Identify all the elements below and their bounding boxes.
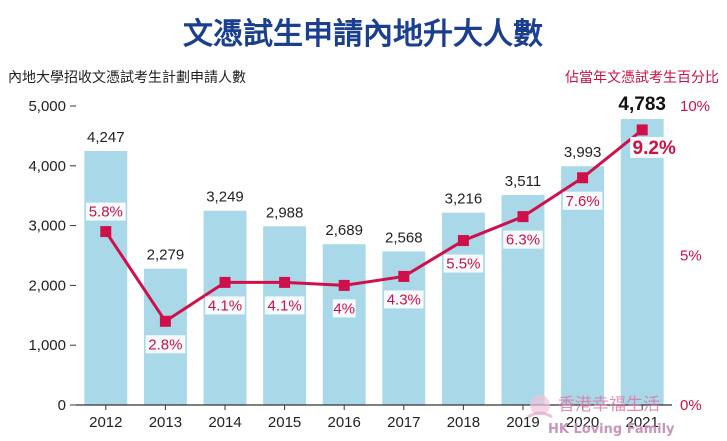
percentage-label-bg (86, 202, 126, 221)
bar-value-label: 3,216 (445, 191, 483, 208)
x-tick-label: 2015 (268, 414, 301, 431)
y-tick-label: 3,000 (28, 218, 66, 235)
x-tick-label: 2013 (149, 414, 182, 431)
percentage-marker (457, 235, 469, 247)
x-tick-label: 2017 (387, 414, 420, 431)
bar-value-label: 2,279 (147, 247, 185, 264)
percentage-label-bg (264, 296, 305, 315)
y-tick-label: 0 (58, 397, 66, 414)
watermark: 香港幸福生活 HK Loving Family (527, 395, 675, 437)
x-tick-label: 2019 (506, 414, 539, 431)
x-tick-label: 2012 (89, 414, 122, 431)
bar-value-label: 3,249 (206, 189, 244, 206)
watermark-line1: 香港幸福生活 (558, 395, 660, 415)
y2-tick-label: 10% (680, 98, 710, 115)
right-axis-title: 佔當年文憑試考生百分比 (565, 70, 719, 86)
bar-value-label: 2,988 (266, 204, 304, 221)
percentage-label-bg (562, 191, 603, 210)
chart-title: 文憑試生申請內地升大人數 (183, 17, 543, 52)
percentage-marker (577, 172, 589, 184)
bar-value-label: 2,689 (325, 222, 363, 239)
x-tick-label: 2020 (566, 414, 599, 431)
x-tick-label: 2021 (626, 414, 659, 431)
percentage-label: 4.1% (267, 297, 301, 314)
bar-2019 (501, 195, 545, 405)
bar-2015 (263, 226, 307, 405)
percentage-marker (338, 279, 350, 291)
bar-value-label: 4,783 (618, 94, 666, 115)
percentage-line (104, 128, 644, 323)
percentage-label-bg (332, 299, 356, 318)
bar-value-label: 3,511 (505, 173, 541, 190)
percentage-label: 6.3% (506, 232, 540, 249)
percentage-marker (100, 226, 112, 238)
watermark-logo-icon (530, 395, 550, 415)
y2-tick-label: 0% (680, 397, 702, 414)
percentage-label: 5.5% (446, 256, 480, 273)
percentage-label: 4.1% (208, 297, 242, 314)
y-tick-label: 1,000 (28, 337, 66, 354)
percentage-label-bg (205, 296, 245, 315)
bar-2016 (322, 244, 366, 405)
percentage-label: 4% (333, 300, 355, 317)
percentage-label: 2.8% (148, 336, 182, 353)
percentage-marker (159, 315, 171, 327)
percentage-label: 4.3% (387, 291, 421, 308)
bar-2021 (620, 118, 664, 406)
percentage-label-bg (443, 254, 484, 273)
percentage-marker (636, 124, 648, 136)
percentage-label-bg (630, 136, 679, 158)
y-tick-label: 4,000 (28, 158, 66, 175)
bar-2012 (84, 151, 128, 405)
bar-value-label: 2,568 (385, 229, 423, 246)
percentage-marker (398, 270, 410, 282)
percentage-label-bg (503, 230, 543, 249)
percentage-label: 5.8% (89, 204, 123, 221)
percentage-marker (219, 276, 231, 288)
percentage-label-bg (145, 335, 186, 354)
x-tick-label: 2016 (328, 414, 361, 431)
y-tick-label: 2,000 (28, 277, 66, 294)
watermark-swoosh-icon (527, 411, 553, 419)
percentage-label-bg (384, 290, 424, 309)
percentage-marker (279, 276, 291, 288)
percentage-label: 9.2% (633, 138, 676, 159)
bar-value-label: 4,247 (87, 129, 125, 146)
x-tick-label: 2014 (208, 414, 241, 431)
percentage-marker (517, 211, 529, 223)
left-axis-title: 內地大學招收文憑試考生計劃申請人數 (8, 70, 246, 86)
bar-value-label: 3,993 (564, 144, 602, 161)
percentage-label: 7.6% (565, 193, 599, 210)
y-tick-label: 5,000 (28, 98, 66, 115)
watermark-line2: HK Loving Family (548, 422, 675, 437)
y2-tick-label: 5% (680, 248, 702, 265)
x-tick-label: 2018 (447, 414, 480, 431)
